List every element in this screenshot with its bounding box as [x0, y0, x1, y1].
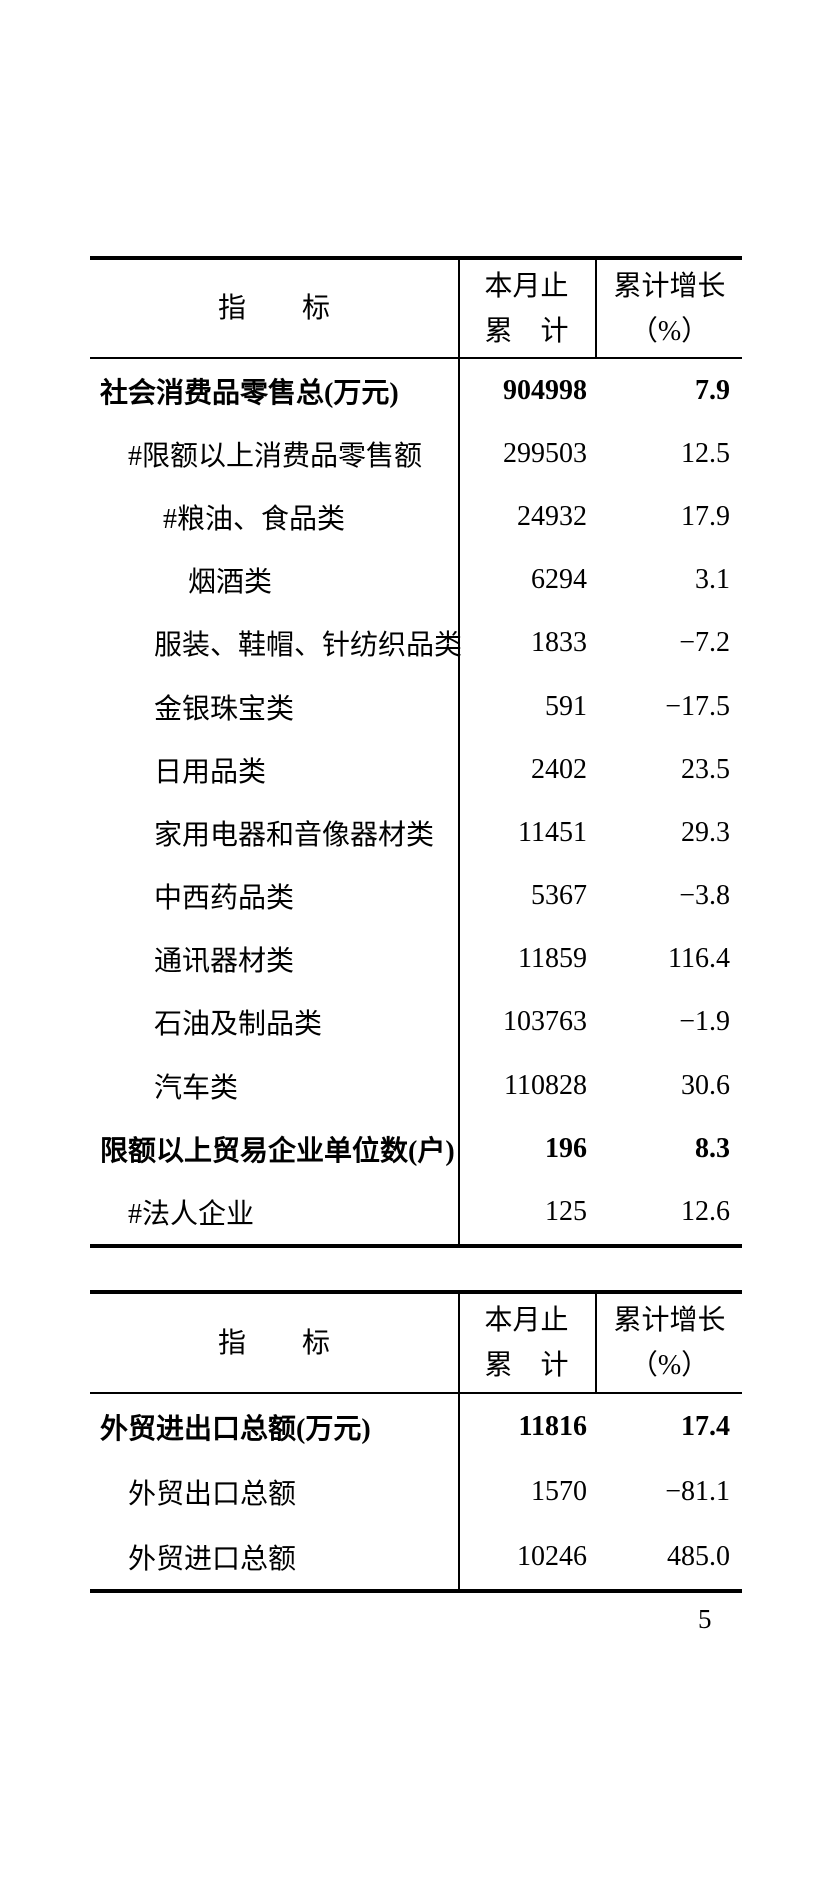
cumulative-value: 24932 [517, 500, 587, 532]
header-growth-line1: 累计增长 [613, 270, 726, 302]
growth-value: 7.9 [695, 374, 730, 406]
header-cumulative-line2: 累 计 [484, 1350, 569, 1381]
header-cumulative-line2: 累 计 [484, 315, 569, 347]
indicator-label: 汽车类 [154, 1072, 239, 1104]
table-row: 外贸进出口总额(万元) 11816 17.4 [90, 1394, 742, 1459]
header-cumulative-line1: 本月止 [484, 1305, 569, 1336]
growth-value: −3.8 [679, 880, 730, 912]
header-growth-line1: 累计增长 [613, 1305, 726, 1336]
cumulative-value: 299503 [503, 437, 587, 469]
cumulative-value: 103763 [503, 1006, 587, 1038]
indicator-label: 服装、鞋帽、针纺织品类 [154, 630, 463, 662]
cumulative-value: 10246 [517, 1540, 587, 1572]
table-body: 外贸进出口总额(万元) 11816 17.4 外贸出口总额 1570 −81.1… [90, 1394, 742, 1589]
growth-value: 12.6 [681, 1196, 730, 1228]
table-row: 汽车类 110828 30.6 [90, 1054, 742, 1117]
header-growth: 累计增长 （%） [597, 1294, 742, 1392]
growth-value: 116.4 [668, 943, 730, 975]
growth-value: 12.5 [681, 437, 730, 469]
cumulative-value: 110828 [504, 1069, 587, 1101]
indicator-label: 金银珠宝类 [154, 693, 295, 725]
table-row: #法人企业 125 12.6 [90, 1180, 742, 1243]
growth-value: 17.9 [681, 500, 730, 532]
header-growth-line2: （%） [629, 315, 710, 347]
indicator-label: #粮油、食品类 [163, 503, 346, 535]
growth-value: 3.1 [695, 564, 730, 596]
table-header: 指 标 本月止 累 计 累计增长 （%） [90, 260, 742, 359]
table-row: #粮油、食品类 24932 17.9 [90, 485, 742, 548]
growth-value: −81.1 [665, 1475, 730, 1507]
cumulative-value: 591 [545, 690, 587, 722]
indicator-label: 中西药品类 [154, 883, 295, 915]
table-row: 社会消费品零售总(万元) 904998 7.9 [90, 359, 742, 422]
indicator-label: 外贸出口总额 [128, 1478, 297, 1510]
indicator-label: 石油及制品类 [154, 1009, 323, 1041]
consumer-retail-table: 指 标 本月止 累 计 累计增长 （%） 社会消费品零售总(万元) 904998… [90, 256, 742, 1248]
table-row: 家用电器和音像器材类 11451 29.3 [90, 801, 742, 864]
header-growth: 累计增长 （%） [597, 260, 742, 357]
table-row: 限额以上贸易企业单位数(户) 196 8.3 [90, 1117, 742, 1180]
header-cumulative: 本月止 累 计 [458, 1294, 597, 1392]
indicator-label: 社会消费品零售总(万元) [100, 377, 399, 409]
growth-value: 23.5 [681, 753, 730, 785]
header-indicator-text: 指 标 [217, 1327, 330, 1359]
table-header: 指 标 本月止 累 计 累计增长 （%） [90, 1294, 742, 1394]
cumulative-value: 11451 [518, 816, 587, 848]
growth-value: −17.5 [665, 690, 730, 722]
cumulative-value: 125 [545, 1196, 587, 1228]
table-row: 中西药品类 5367 −3.8 [90, 865, 742, 928]
column-divider [458, 1294, 460, 1589]
cumulative-value: 196 [545, 1132, 587, 1164]
table-row: 烟酒类 6294 3.1 [90, 549, 742, 612]
indicator-label: 烟酒类 [188, 567, 273, 599]
indicator-label: #法人企业 [128, 1199, 255, 1231]
growth-value: 485.0 [667, 1540, 730, 1572]
indicator-label: 通讯器材类 [154, 946, 295, 978]
page-number: 5 [698, 1604, 712, 1634]
header-indicator-text: 指 标 [217, 293, 330, 324]
growth-value: 8.3 [695, 1132, 730, 1164]
table-row: 金银珠宝类 591 −17.5 [90, 675, 742, 738]
foreign-trade-table: 指 标 本月止 累 计 累计增长 （%） 外贸进出口总额(万元) 11816 1… [90, 1290, 742, 1593]
indicator-label: 日用品类 [154, 756, 267, 788]
growth-value: −1.9 [679, 1006, 730, 1038]
cumulative-value: 904998 [503, 374, 587, 406]
header-indicator: 指 标 [90, 1294, 458, 1392]
cumulative-value: 2402 [531, 753, 587, 785]
indicator-label: 外贸进出口总额(万元) [100, 1413, 371, 1445]
cumulative-value: 5367 [531, 880, 587, 912]
cumulative-value: 11859 [518, 943, 587, 975]
header-cumulative-line1: 本月止 [484, 270, 569, 302]
indicator-label: #限额以上消费品零售额 [128, 440, 423, 472]
indicator-label: 家用电器和音像器材类 [154, 819, 435, 851]
table-row: 石油及制品类 103763 −1.9 [90, 991, 742, 1054]
table-row: 外贸出口总额 1570 −81.1 [90, 1459, 742, 1524]
growth-value: 30.6 [681, 1069, 730, 1101]
cumulative-value: 11816 [518, 1410, 587, 1442]
table-body: 社会消费品零售总(万元) 904998 7.9 #限额以上消费品零售额 2995… [90, 359, 742, 1244]
cumulative-value: 1570 [531, 1475, 587, 1507]
header-indicator: 指 标 [90, 260, 458, 357]
column-divider [458, 260, 460, 1244]
cumulative-value: 6294 [531, 564, 587, 596]
header-cumulative: 本月止 累 计 [458, 260, 597, 357]
table-row: 服装、鞋帽、针纺织品类 1833 −7.2 [90, 612, 742, 675]
growth-value: −7.2 [679, 627, 730, 659]
table-row: 通讯器材类 11859 116.4 [90, 928, 742, 991]
growth-value: 29.3 [681, 816, 730, 848]
growth-value: 17.4 [681, 1410, 730, 1442]
table-row: 日用品类 2402 23.5 [90, 738, 742, 801]
cumulative-value: 1833 [531, 627, 587, 659]
table-row: 外贸进口总额 10246 485.0 [90, 1524, 742, 1589]
indicator-label: 外贸进口总额 [128, 1543, 297, 1575]
table-row: #限额以上消费品零售额 299503 12.5 [90, 422, 742, 485]
header-growth-line2: （%） [629, 1350, 710, 1381]
indicator-label: 限额以上贸易企业单位数(户) [100, 1135, 455, 1167]
